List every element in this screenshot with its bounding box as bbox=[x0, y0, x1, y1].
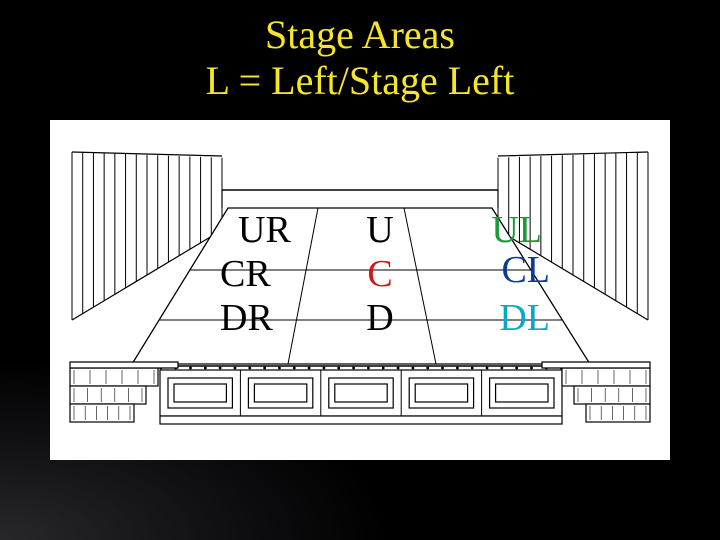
label-DL: DL bbox=[430, 296, 550, 340]
stage-grid-labels: UR U UL CR C CL DR D DL bbox=[220, 208, 560, 340]
label-UL: UL bbox=[430, 208, 550, 252]
label-DR: DR bbox=[220, 296, 330, 340]
title-line-2: L = Left/Stage Left bbox=[0, 58, 720, 104]
stage-diagram-figure: UR U UL CR C CL DR D DL bbox=[50, 120, 670, 460]
grid-row-center: CR C CL bbox=[220, 252, 560, 296]
label-U: U bbox=[330, 208, 430, 252]
label-CL: CL bbox=[430, 248, 550, 292]
label-CR: CR bbox=[220, 252, 330, 296]
label-D: D bbox=[330, 296, 430, 340]
label-C: C bbox=[330, 252, 430, 296]
slide-title: Stage Areas L = Left/Stage Left bbox=[0, 0, 720, 104]
grid-row-up: UR U UL bbox=[220, 208, 560, 252]
title-line-1: Stage Areas bbox=[0, 12, 720, 58]
grid-row-down: DR D DL bbox=[220, 296, 560, 340]
label-UR: UR bbox=[220, 208, 330, 252]
